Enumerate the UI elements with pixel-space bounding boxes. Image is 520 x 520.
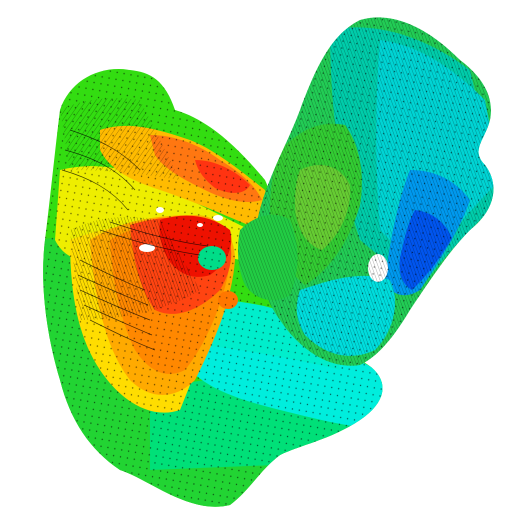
- surface-gaps: [139, 207, 223, 252]
- surface-bridge: [237, 214, 298, 301]
- mesh-contours: [61, 129, 209, 351]
